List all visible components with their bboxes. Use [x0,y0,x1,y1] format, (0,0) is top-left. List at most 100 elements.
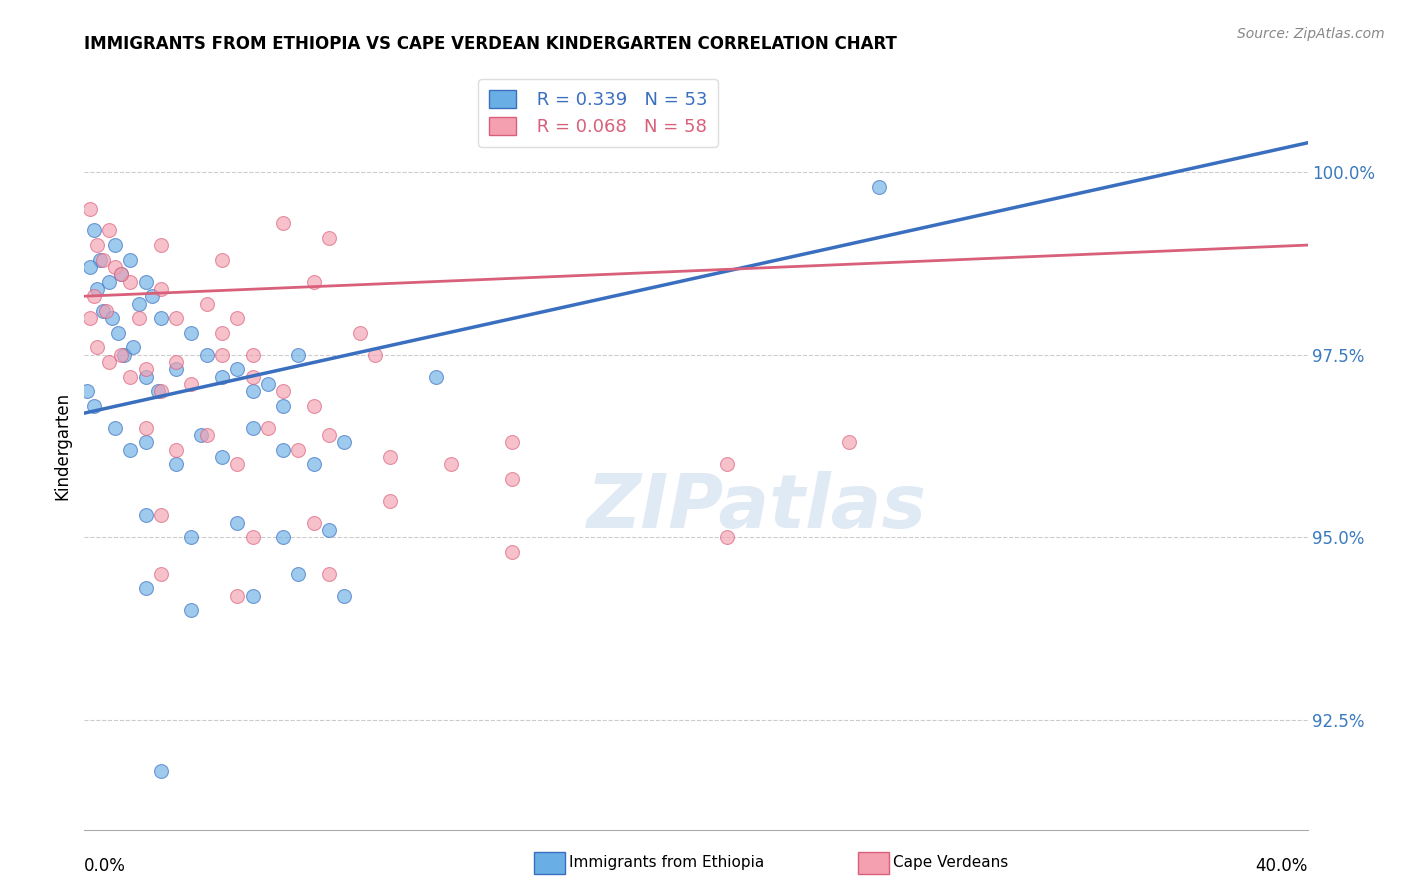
Point [141,289,163,303]
Point [333,435,356,450]
Point [104,260,127,274]
Point [502,435,524,450]
Point [440,457,463,471]
Point [79,202,101,216]
Point [149,566,172,581]
Point [302,275,325,289]
Point [318,523,340,537]
Point [165,355,187,369]
Point [79,260,101,274]
Point [86,238,108,252]
Point [128,311,150,326]
Point [135,582,157,596]
Point [79,311,101,326]
Point [226,516,249,530]
Point [271,530,294,544]
Point [101,311,124,326]
Text: Source: ZipAtlas.com: Source: ZipAtlas.com [1237,27,1385,41]
Point [91,252,114,267]
Point [302,457,325,471]
Point [165,457,187,471]
Point [716,530,738,544]
Point [211,348,233,362]
Point [107,326,129,340]
Point [502,545,524,559]
Point [287,566,309,581]
Point [257,376,280,391]
Point [318,231,340,245]
Text: ZIPatlas: ZIPatlas [588,471,927,544]
Point [110,268,132,282]
Text: Immigrants from Ethiopia: Immigrants from Ethiopia [569,855,765,870]
Point [146,384,169,399]
Point [83,223,105,237]
Point [135,435,157,450]
Point [302,516,325,530]
Point [120,275,142,289]
Point [165,362,187,376]
Point [135,421,157,435]
Point [97,275,120,289]
Point [83,399,105,413]
Legend:  R = 0.339   N = 53,  R = 0.068   N = 58: R = 0.339 N = 53, R = 0.068 N = 58 [478,79,718,146]
Point [242,348,264,362]
Point [226,311,249,326]
Point [110,348,132,362]
Point [271,216,294,230]
Point [242,589,264,603]
Point [135,508,157,523]
Point [83,289,105,303]
Point [349,326,371,340]
Point [120,442,142,457]
Point [120,252,142,267]
Point [211,450,233,464]
Point [149,238,172,252]
Point [195,428,218,442]
Point [86,282,108,296]
Text: IMMIGRANTS FROM ETHIOPIA VS CAPE VERDEAN KINDERGARTEN CORRELATION CHART: IMMIGRANTS FROM ETHIOPIA VS CAPE VERDEAN… [84,35,897,53]
Point [94,303,117,318]
Y-axis label: Kindergarten: Kindergarten [53,392,72,500]
Point [242,369,264,384]
Point [135,362,157,376]
Point [149,311,172,326]
Point [135,275,157,289]
Point [89,252,111,267]
Text: 0.0%: 0.0% [84,857,127,875]
Point [165,442,187,457]
Point [380,450,402,464]
Point [333,589,356,603]
Point [287,348,309,362]
Point [165,311,187,326]
Point [76,384,98,399]
Point [242,421,264,435]
Point [502,472,524,486]
Point [180,376,202,391]
Point [104,238,127,252]
Point [838,435,860,450]
Point [242,384,264,399]
Point [211,326,233,340]
Point [226,362,249,376]
Point [149,764,172,778]
Point [271,384,294,399]
Point [211,369,233,384]
Text: Cape Verdeans: Cape Verdeans [893,855,1008,870]
Point [716,457,738,471]
Point [302,399,325,413]
Point [97,355,120,369]
Point [128,296,150,310]
Point [257,421,280,435]
Point [120,369,142,384]
Point [287,442,309,457]
Point [112,348,135,362]
Point [149,508,172,523]
Point [97,223,120,237]
Point [149,282,172,296]
Point [226,589,249,603]
Point [180,530,202,544]
Point [190,428,212,442]
Point [271,399,294,413]
Point [86,340,108,354]
Point [271,442,294,457]
